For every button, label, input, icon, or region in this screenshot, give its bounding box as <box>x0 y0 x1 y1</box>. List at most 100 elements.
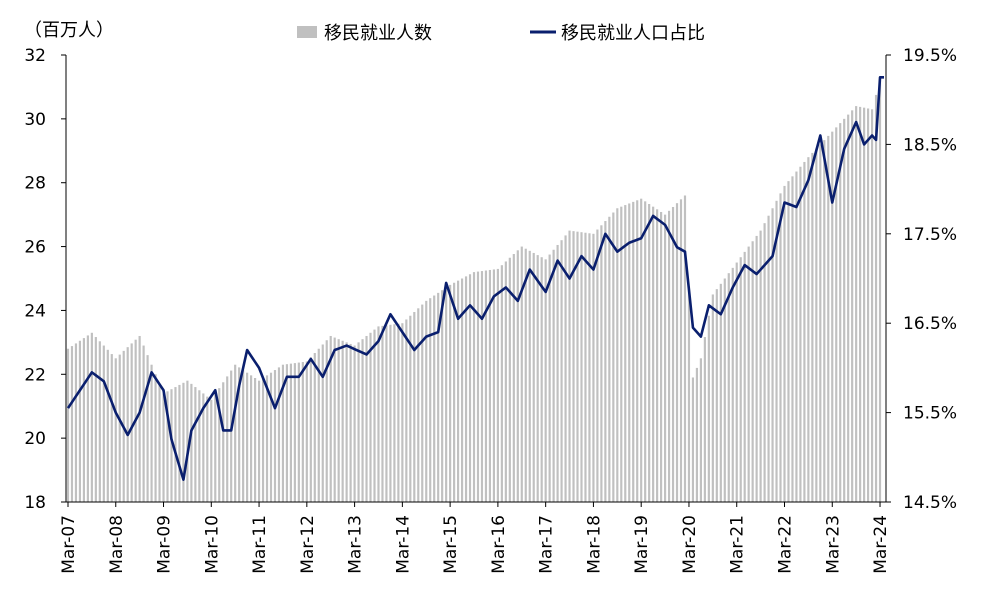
bar <box>767 215 770 502</box>
bar <box>827 135 830 502</box>
bar <box>648 204 651 502</box>
bar <box>289 363 292 502</box>
bar <box>480 271 484 502</box>
bar <box>867 108 870 502</box>
bar <box>496 268 499 502</box>
bar <box>763 223 766 502</box>
bar <box>811 152 814 502</box>
bar <box>560 240 563 502</box>
bar <box>488 269 492 502</box>
bar <box>238 367 241 502</box>
x-tick-label: Mar-18 <box>584 515 604 574</box>
bar <box>548 254 551 502</box>
bar <box>413 312 416 502</box>
bar <box>592 233 595 503</box>
bar <box>516 250 519 502</box>
bar <box>831 131 834 502</box>
bar <box>170 389 173 502</box>
bar <box>357 342 360 502</box>
right-tick-label: 15.5% <box>903 404 957 424</box>
bar <box>727 273 730 502</box>
bar <box>246 372 249 502</box>
bar <box>425 300 428 502</box>
bar <box>234 364 237 502</box>
bar <box>253 378 257 502</box>
x-tick-label: Mar-23 <box>823 515 843 574</box>
bar <box>222 382 225 502</box>
bar <box>568 230 571 503</box>
axes-layer <box>65 55 887 503</box>
bar <box>855 106 858 502</box>
right-tick-label: 18.5% <box>903 135 957 155</box>
bar <box>441 290 444 502</box>
bar <box>433 295 436 502</box>
bar <box>405 319 408 502</box>
right-tick-label: 17.5% <box>903 225 957 245</box>
bar <box>377 326 380 502</box>
bar <box>242 370 245 502</box>
bar <box>624 205 627 502</box>
left-tick-label: 20 <box>24 429 46 449</box>
left-tick-label: 30 <box>24 110 46 130</box>
bar <box>636 200 639 502</box>
bar <box>142 345 145 502</box>
bar <box>500 265 503 502</box>
bar <box>564 235 567 502</box>
bar <box>596 229 599 503</box>
bar <box>476 271 480 502</box>
bar <box>584 232 587 503</box>
bar <box>492 269 495 502</box>
bar <box>711 294 714 502</box>
bar <box>863 107 866 503</box>
bar <box>823 140 826 502</box>
x-tick-label: Mar-24 <box>871 515 891 574</box>
bar <box>265 375 269 502</box>
bar <box>683 195 687 503</box>
bar <box>361 339 364 502</box>
bar <box>70 346 74 502</box>
bar <box>218 388 221 502</box>
bar <box>269 372 273 502</box>
bar <box>472 272 476 502</box>
bar <box>118 354 121 502</box>
bar <box>277 367 281 502</box>
x-tick-label: Mar-12 <box>298 515 318 574</box>
bar <box>667 210 671 502</box>
bar <box>305 361 308 502</box>
bar <box>365 335 368 502</box>
bar <box>803 161 806 502</box>
x-tick-label: Mar-09 <box>155 515 175 574</box>
bar <box>512 254 515 502</box>
x-tick-label: Mar-17 <box>537 515 557 574</box>
x-tick-label: Mar-22 <box>776 515 796 574</box>
bar <box>747 246 750 502</box>
bar <box>90 332 93 502</box>
bar <box>166 391 169 502</box>
legend: 移民就业人数 移民就业人口占比 <box>297 23 705 44</box>
bar <box>214 393 217 502</box>
bar <box>138 335 141 502</box>
bar <box>735 262 738 502</box>
x-tick-label: Mar-20 <box>680 515 700 574</box>
bar <box>552 249 555 502</box>
bar <box>381 325 384 502</box>
bar <box>257 380 261 502</box>
bar <box>409 315 412 502</box>
bar <box>616 208 619 502</box>
bar <box>739 257 742 502</box>
bar <box>333 337 336 502</box>
bar <box>186 380 189 502</box>
bar <box>691 377 695 502</box>
bar <box>397 323 400 502</box>
bar <box>504 261 507 502</box>
bar <box>373 329 376 502</box>
bar <box>843 118 846 503</box>
bar <box>281 364 285 502</box>
bar <box>226 376 229 502</box>
bar <box>775 200 778 502</box>
bar <box>230 370 233 502</box>
bar <box>851 110 854 502</box>
bar <box>731 267 734 502</box>
bar <box>130 343 133 502</box>
